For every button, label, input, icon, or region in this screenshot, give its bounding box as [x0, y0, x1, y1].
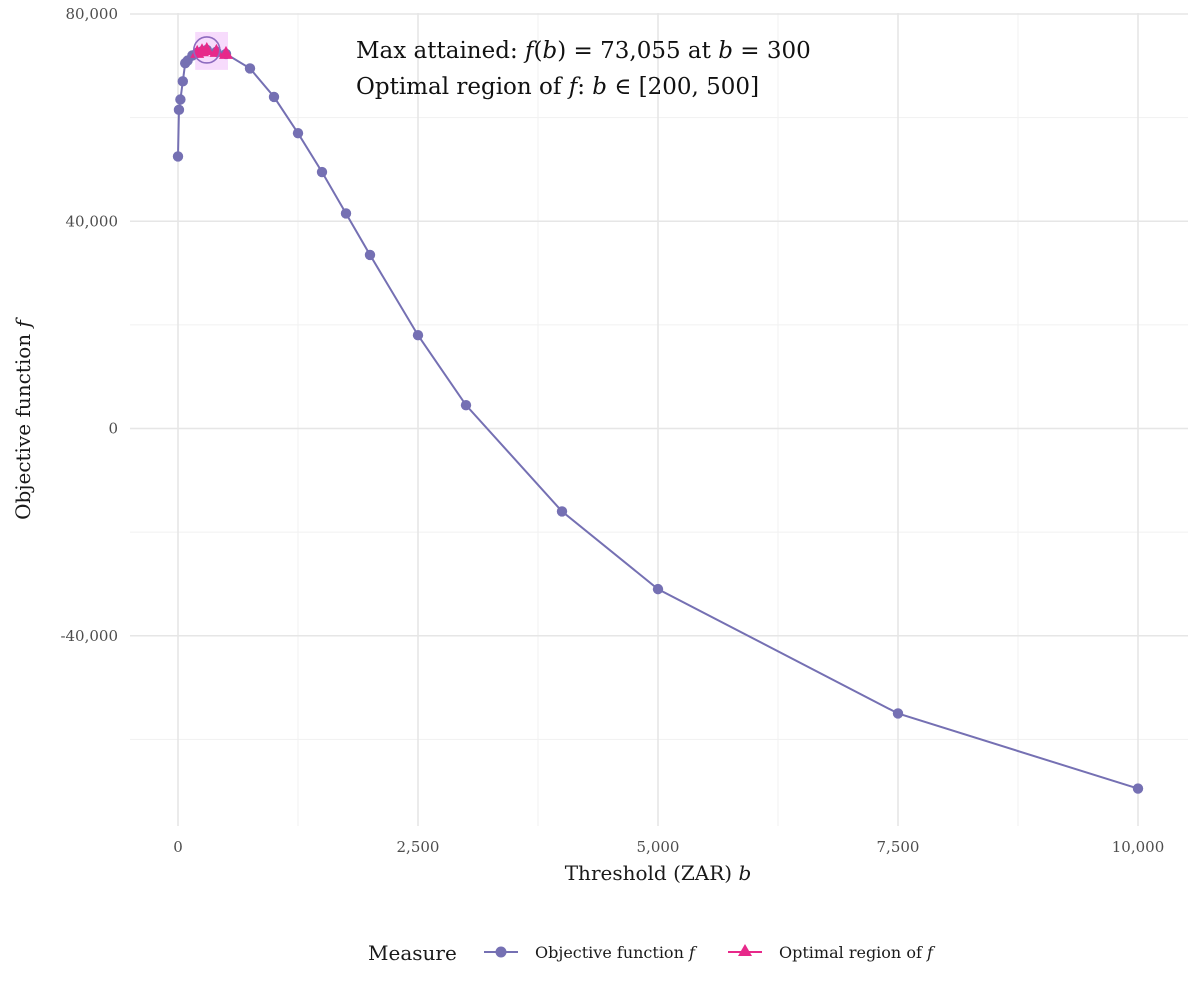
y-tick-label: -40,000: [60, 627, 118, 645]
objective-point: [460, 399, 472, 411]
objective-point: [244, 63, 256, 74]
x-tick-label: 7,500: [877, 838, 920, 856]
objective-point: [340, 208, 352, 219]
x-tick-label: 10,000: [1112, 838, 1165, 856]
y-axis-title: Objective function f: [11, 316, 35, 519]
x-tick-label: 2,500: [397, 838, 440, 856]
objective-point: [892, 708, 904, 719]
annotation-max: Max attained: f(b) = 73,055 at b = 300: [356, 38, 811, 64]
x-tick-label: 5,000: [637, 838, 680, 856]
objective-point: [556, 506, 568, 517]
y-tick-label: 80,000: [66, 5, 119, 23]
objective-point: [268, 91, 280, 103]
annotation-region: Optimal region of f: b ∈ [200, 500]: [356, 74, 759, 100]
optimal-region-point: [219, 45, 233, 59]
x-tick-label: 0: [173, 838, 183, 856]
max-point-circle: [193, 36, 221, 64]
series-layer: [172, 41, 1144, 794]
objective-point: [1132, 783, 1144, 794]
objective-point: [177, 76, 188, 87]
objective-point: [175, 94, 186, 105]
x-axis-title: Threshold (ZAR) b: [565, 861, 752, 885]
objective-point: [172, 151, 184, 162]
legend-marker-optimal: [738, 944, 752, 956]
legend-marker-objective: [495, 946, 507, 958]
y-tick-label: 0: [108, 420, 118, 438]
tick-labels: 0 2,500 5,000 7,500 10,000 -40,000 0 40,000 80,0…: [60, 5, 1164, 856]
objective-point: [173, 104, 185, 116]
objective-point: [652, 583, 664, 595]
objective-point: [316, 166, 328, 178]
grid: [130, 13, 1188, 826]
legend: Measure Objective function f Optimal reg…: [368, 941, 936, 965]
legend-title: Measure: [368, 941, 457, 965]
legend-label-objective: Objective function f: [535, 943, 698, 962]
optimal-region-point: [199, 41, 214, 55]
legend-label-optimal: Optimal region of f: [779, 943, 936, 962]
objective-point: [412, 330, 424, 341]
objective-point: [364, 249, 376, 261]
y-tick-label: 40,000: [66, 212, 119, 230]
objective-point: [292, 127, 304, 139]
